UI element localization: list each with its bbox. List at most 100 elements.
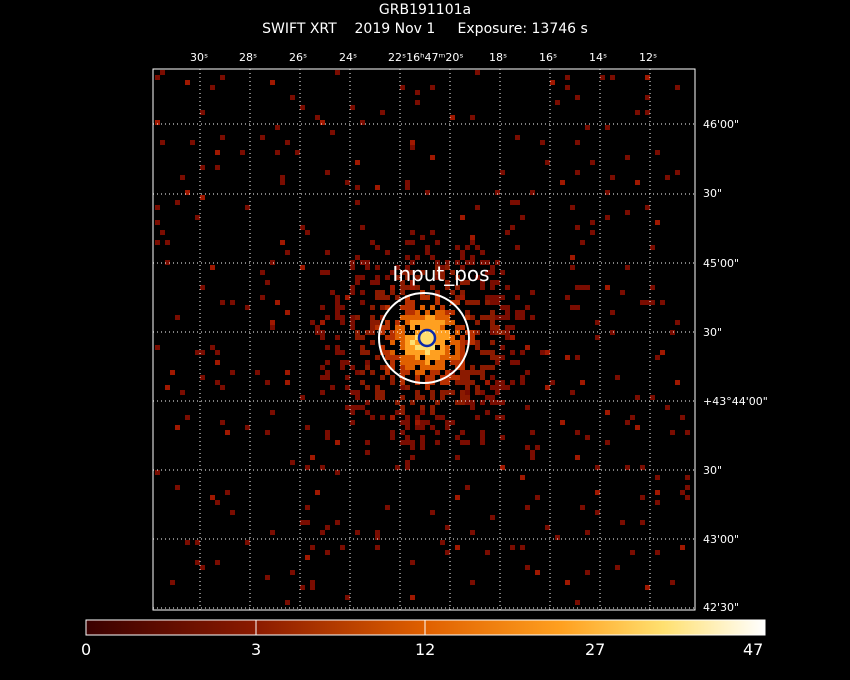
photon-pixel: [355, 405, 360, 410]
photon-pixel: [465, 370, 470, 375]
photon-pixel: [390, 330, 395, 335]
photon-pixel: [220, 420, 225, 425]
photon-pixel: [395, 400, 400, 405]
photon-pixel: [355, 160, 360, 165]
photon-pixel: [385, 305, 390, 310]
photon-pixel: [405, 415, 410, 420]
photon-pixel: [425, 245, 430, 250]
photon-pixel: [435, 300, 440, 305]
photon-pixel: [465, 390, 470, 395]
photon-pixel: [430, 410, 435, 415]
photon-pixel: [440, 345, 445, 350]
photon-pixel: [335, 310, 340, 315]
photon-pixel: [475, 385, 480, 390]
photon-pixel: [320, 270, 325, 275]
photon-pixel: [460, 265, 465, 270]
photon-pixel: [265, 380, 270, 385]
photon-pixel: [485, 550, 490, 555]
photon-pixel: [460, 355, 465, 360]
photon-pixel: [355, 200, 360, 205]
photon-pixel: [350, 285, 355, 290]
photon-pixel: [390, 380, 395, 385]
photon-pixel: [565, 75, 570, 80]
photon-pixel: [300, 105, 305, 110]
photon-pixel: [465, 260, 470, 265]
photon-pixel: [425, 250, 430, 255]
photon-pixel: [175, 200, 180, 205]
photon-pixel: [450, 360, 455, 365]
photon-pixel: [215, 360, 220, 365]
photon-pixel: [515, 310, 520, 315]
photon-pixel: [155, 345, 160, 350]
photon-pixel: [450, 115, 455, 120]
photon-pixel: [575, 95, 580, 100]
photon-pixel: [410, 310, 415, 315]
photon-pixel: [410, 355, 415, 360]
photon-pixel: [415, 420, 420, 425]
photon-pixel: [340, 360, 345, 365]
photon-pixel: [500, 465, 505, 470]
photon-pixel: [465, 245, 470, 250]
photon-pixel: [500, 400, 505, 405]
photon-pixel: [460, 335, 465, 340]
photon-pixel: [435, 370, 440, 375]
photon-pixel: [450, 270, 455, 275]
photon-pixel: [390, 335, 395, 340]
photon-pixel: [575, 355, 580, 360]
photon-pixel: [335, 470, 340, 475]
photon-pixel: [390, 365, 395, 370]
photon-pixel: [530, 450, 535, 455]
photon-pixel: [475, 415, 480, 420]
photon-pixel: [500, 305, 505, 310]
photon-pixel: [405, 305, 410, 310]
photon-pixel: [415, 425, 420, 430]
photon-pixel: [490, 385, 495, 390]
photon-pixel: [480, 350, 485, 355]
photon-pixel: [365, 400, 370, 405]
photon-pixel: [495, 280, 500, 285]
photon-pixel: [465, 380, 470, 385]
photon-pixel: [170, 580, 175, 585]
photon-pixel: [635, 395, 640, 400]
photon-pixel: [290, 570, 295, 575]
photon-pixel: [650, 245, 655, 250]
photon-pixel: [320, 320, 325, 325]
photon-pixel: [325, 170, 330, 175]
photon-pixel: [440, 350, 445, 355]
photon-pixel: [455, 275, 460, 280]
ra-tick-label: 16ˢ: [539, 51, 558, 64]
photon-pixel: [435, 365, 440, 370]
photon-pixel: [500, 295, 505, 300]
photon-pixel: [530, 315, 535, 320]
photon-pixel: [220, 135, 225, 140]
photon-pixel: [420, 420, 425, 425]
photon-pixel: [430, 375, 435, 380]
photon-pixel: [215, 150, 220, 155]
photon-pixel: [425, 385, 430, 390]
photon-pixel: [320, 330, 325, 335]
photon-pixel: [400, 325, 405, 330]
photon-pixel: [495, 315, 500, 320]
photon-pixel: [425, 320, 430, 325]
photon-pixel: [395, 335, 400, 340]
photon-pixel: [405, 270, 410, 275]
photon-pixel: [490, 265, 495, 270]
photon-pixel: [505, 305, 510, 310]
photon-pixel: [345, 180, 350, 185]
photon-pixel: [310, 455, 315, 460]
photon-pixel: [370, 320, 375, 325]
photon-pixel: [300, 225, 305, 230]
photon-pixel: [495, 355, 500, 360]
photon-pixel: [360, 290, 365, 295]
photon-pixel: [470, 580, 475, 585]
photon-pixel: [360, 225, 365, 230]
photon-pixel: [530, 455, 535, 460]
photon-pixel: [420, 345, 425, 350]
photon-pixel: [490, 330, 495, 335]
photon-pixel: [620, 290, 625, 295]
photon-pixel: [415, 370, 420, 375]
photon-pixel: [245, 205, 250, 210]
photon-pixel: [245, 305, 250, 310]
photon-pixel: [210, 345, 215, 350]
photon-pixel: [415, 90, 420, 95]
